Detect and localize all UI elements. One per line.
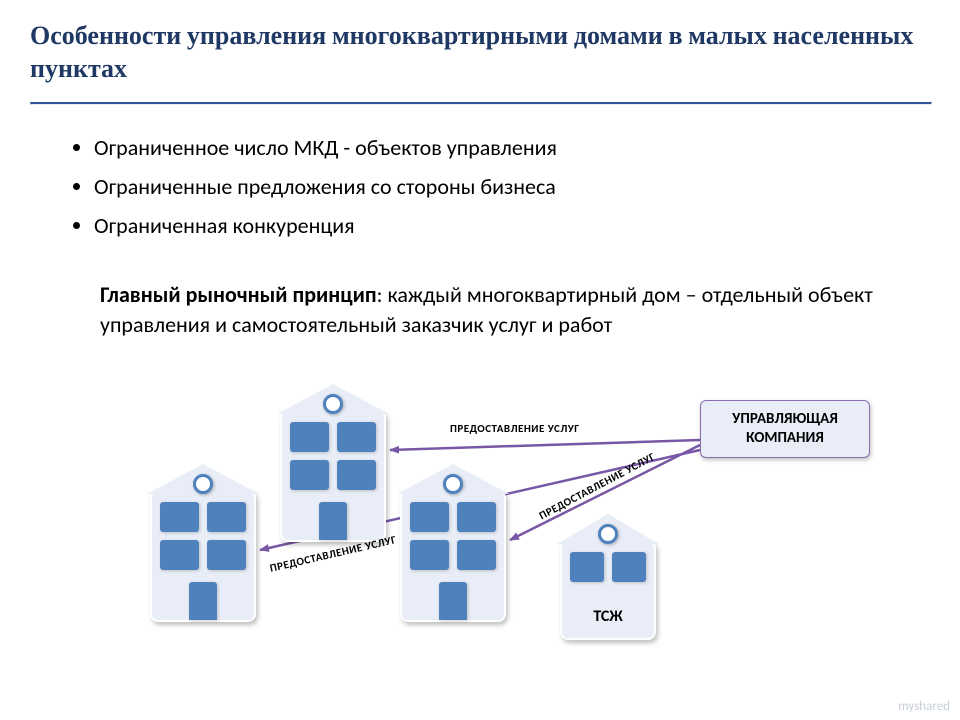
window-icon <box>410 540 449 570</box>
list-item: Ограниченные предложения со стороны бизн… <box>94 169 890 204</box>
window-icon <box>457 540 496 570</box>
building-label: ТСЖ <box>562 607 654 626</box>
window-icon <box>457 502 496 532</box>
company-label: УПРАВЛЯЮЩАЯ КОМПАНИЯ <box>709 410 861 449</box>
edge-label: ПРЕДОСТАВЛЕНИЕ УСЛУГ <box>450 422 580 435</box>
page-title: Особенности управления многоквартирными … <box>30 20 930 85</box>
dot-icon <box>443 474 463 494</box>
window-icon <box>290 460 329 490</box>
dot-icon <box>323 394 343 414</box>
title-rule <box>30 102 932 105</box>
window-icon <box>337 422 376 452</box>
door-icon <box>319 502 347 540</box>
building-b3 <box>400 490 506 622</box>
door-icon <box>439 582 467 620</box>
building-b1 <box>150 490 256 622</box>
building-b4_tsj: ТСЖ <box>560 540 656 640</box>
window-icon <box>207 540 246 570</box>
dot-icon <box>598 524 618 544</box>
bullet-list: Ограниченное число МКД - объектов управл… <box>70 130 890 248</box>
dot-icon <box>193 474 213 494</box>
windows <box>410 502 496 570</box>
principle-text: Главный рыночный принцип: каждый многокв… <box>100 280 900 339</box>
principle-lead: Главный рыночный принцип <box>100 281 377 308</box>
window-icon <box>337 460 376 490</box>
window-icon <box>207 502 246 532</box>
arrow-line <box>390 440 700 450</box>
list-item: Ограниченная конкуренция <box>94 208 890 243</box>
door-icon <box>189 582 217 620</box>
window-icon <box>410 502 449 532</box>
window-icon <box>570 552 604 582</box>
windows <box>160 502 246 570</box>
watermark: myshared <box>898 699 950 714</box>
windows <box>290 422 376 490</box>
windows <box>570 552 646 582</box>
window-icon <box>160 540 199 570</box>
building-b2 <box>280 410 386 542</box>
window-icon <box>290 422 329 452</box>
diagram: ТСЖ УПРАВЛЯЮЩАЯ КОМПАНИЯ ПРЕДОСТАВЛЕНИЕ … <box>0 370 960 710</box>
list-item: Ограниченное число МКД - объектов управл… <box>94 130 890 165</box>
window-icon <box>160 502 199 532</box>
company-box: УПРАВЛЯЮЩАЯ КОМПАНИЯ <box>700 400 870 458</box>
window-icon <box>612 552 646 582</box>
